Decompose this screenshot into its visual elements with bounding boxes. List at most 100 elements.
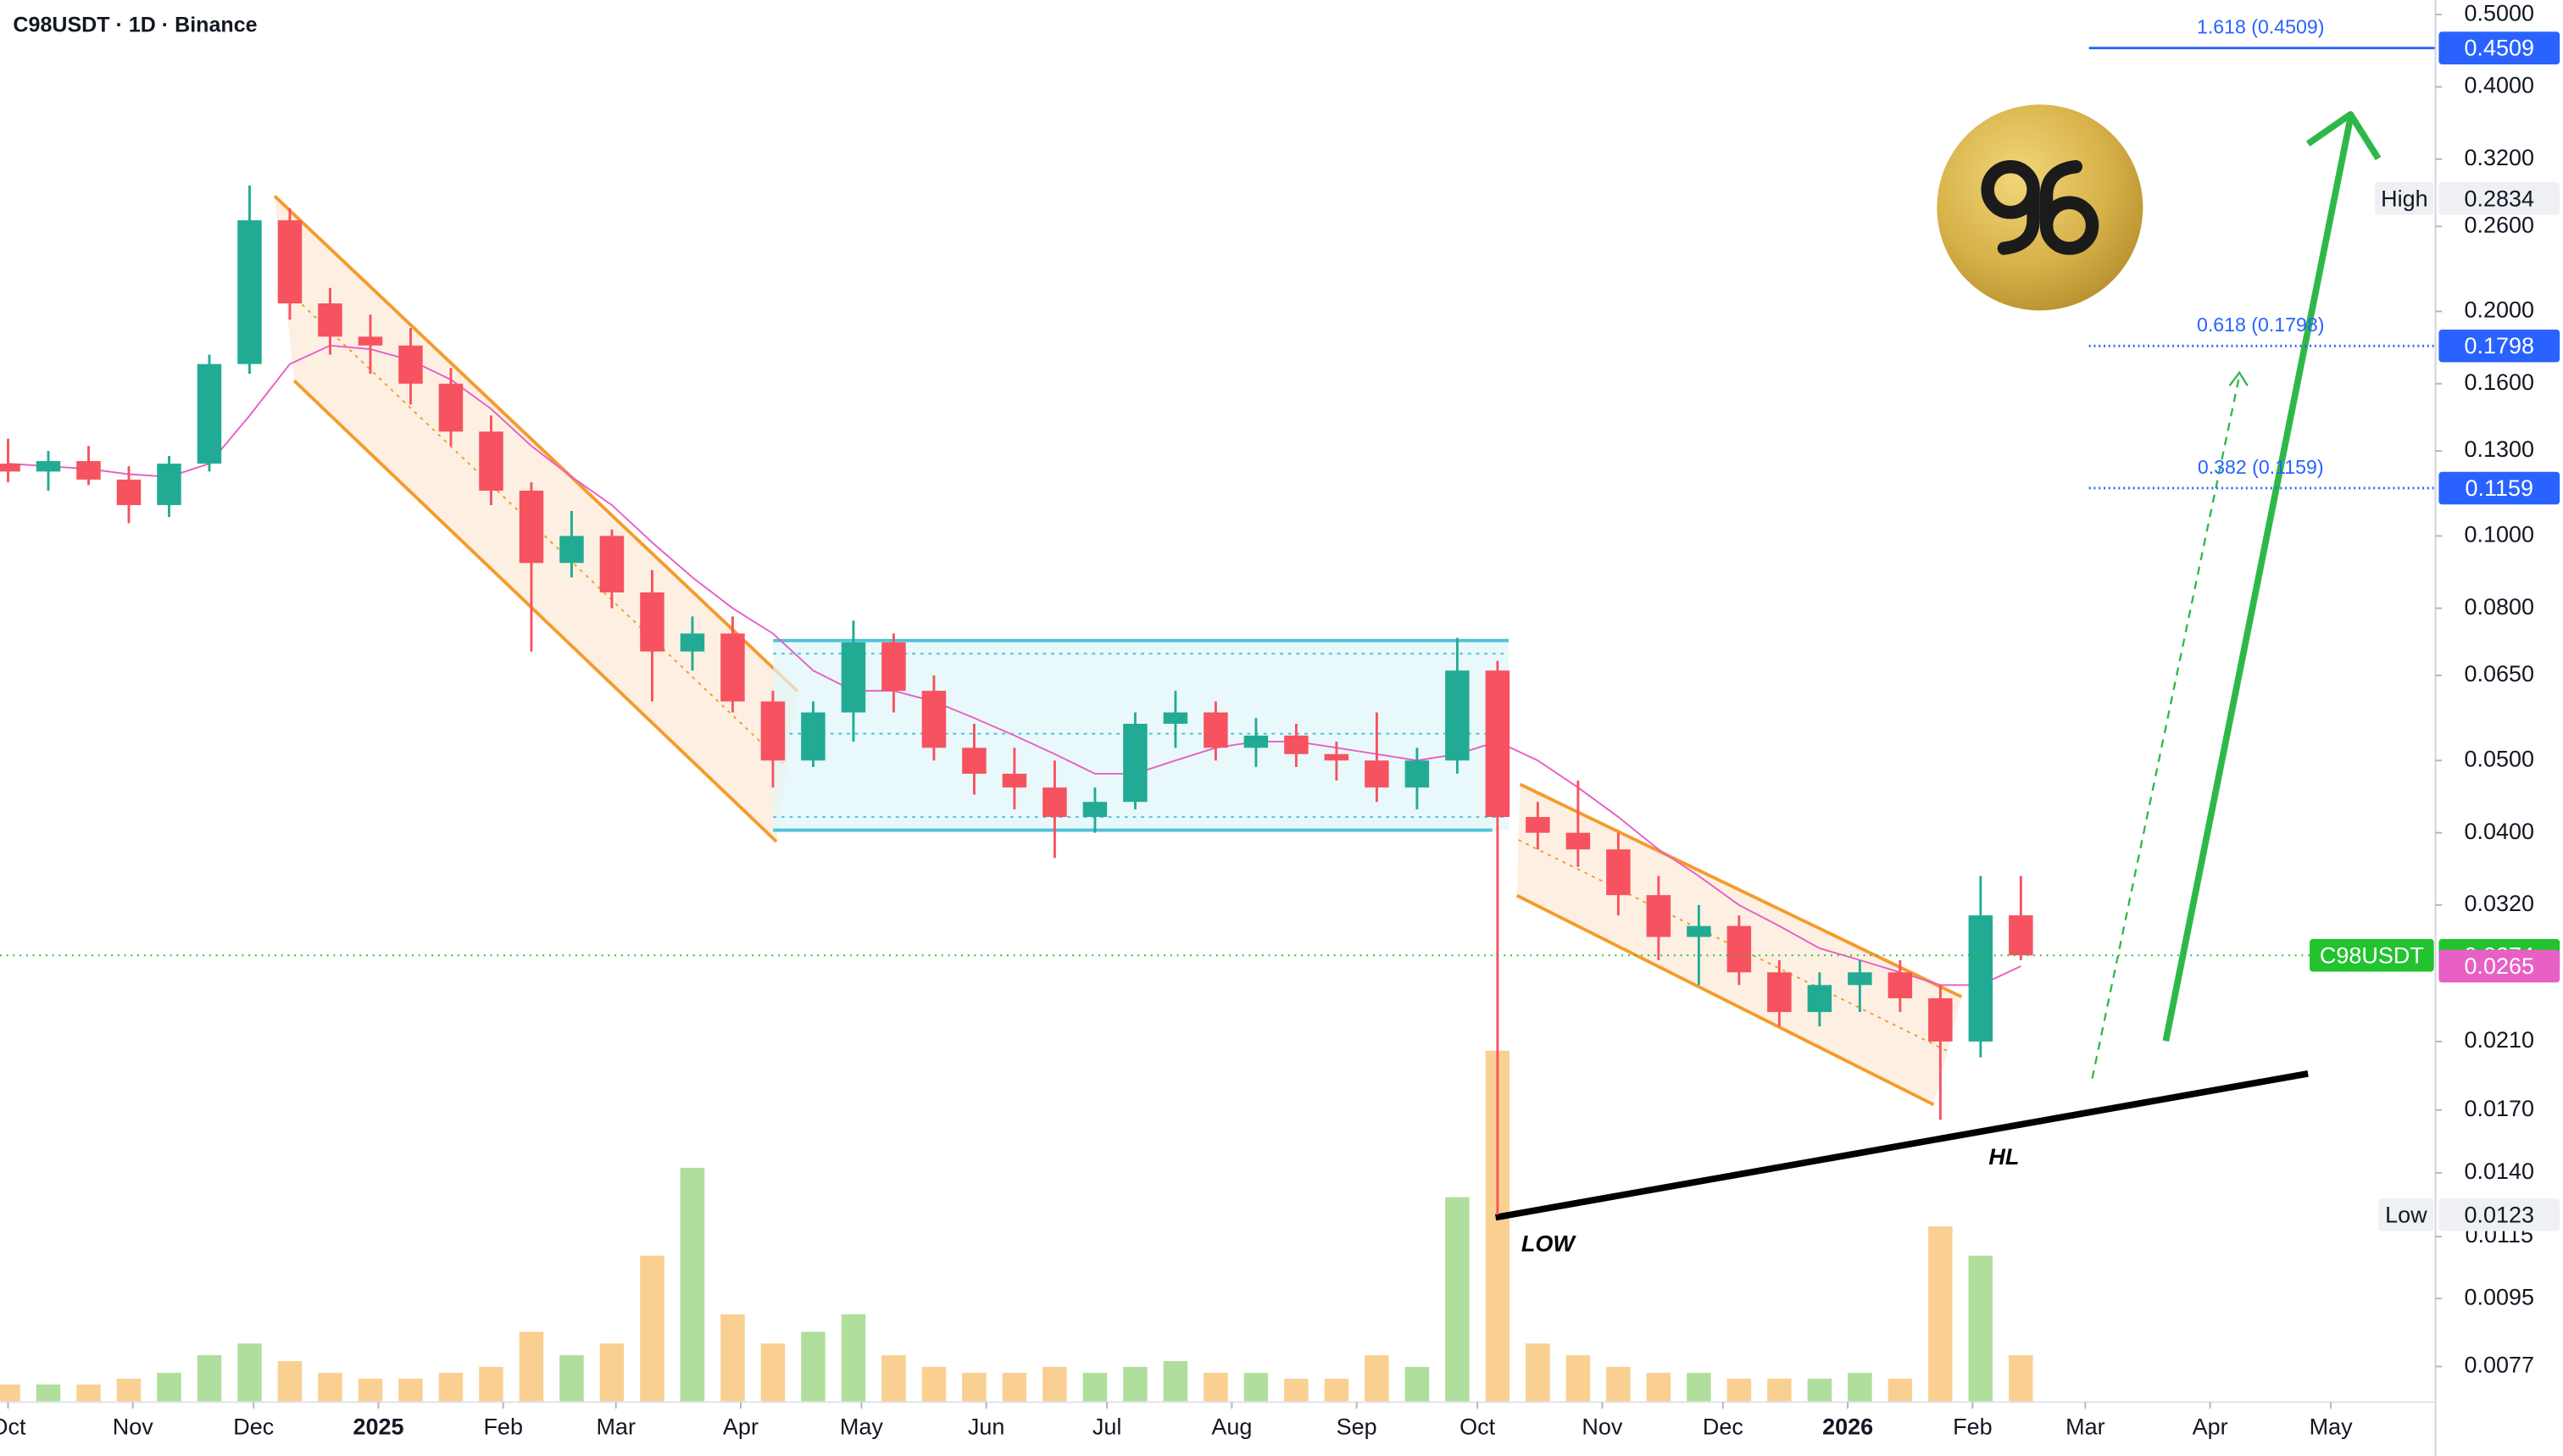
x-tick-label: Mar [596,1414,635,1439]
symbol-label-box [2310,938,2434,972]
candle-body [559,536,584,564]
candle-body [358,336,383,346]
high-value-label-box [2438,181,2560,215]
ma-value-label-box [2438,949,2560,983]
y-tick-label: 0.3200 [2465,145,2535,170]
candle-body [1848,972,1872,986]
volume-bar [1968,1255,1993,1403]
fib-label: 0.618 (0.1798) [2197,314,2324,336]
volume-bar [479,1366,503,1403]
volume-bar [1163,1361,1188,1403]
volume-layer [0,1050,2033,1403]
x-tick-label: Feb [483,1414,523,1439]
y-tick-label: 0.0400 [2465,819,2535,844]
high-label: High [2381,186,2428,211]
candle-body [1284,735,1309,754]
x-tick-label: Jun [968,1414,1005,1439]
x-tick-label: Mar [2065,1414,2104,1439]
candle-body [1445,670,1470,761]
candle-body [318,303,342,337]
channel-mid [283,286,787,768]
volume-bar [760,1343,786,1403]
volume-bar [1204,1372,1228,1403]
fib-value-label: 0.1798 [2465,333,2535,358]
volume-bar [841,1314,866,1403]
volume-bar [1123,1366,1148,1403]
channel-line [1515,893,1935,1107]
volume-bar [1687,1372,1711,1403]
y-tick-label: 0.0095 [2465,1284,2535,1309]
fib-value-label-box [2438,471,2560,505]
candle-body [197,364,222,464]
y-tick-label: 0.0800 [2465,594,2535,620]
candle-body [760,701,786,761]
x-tick-label: Nov [113,1414,153,1439]
candle-body [1968,915,1993,1042]
candle-body [801,712,826,761]
volume-bar [640,1255,664,1403]
candle-body [519,490,544,564]
candle-body [962,747,987,774]
volume-bar [1243,1372,1269,1403]
volume-bar [1002,1372,1027,1403]
volume-bar [277,1361,303,1403]
annotation: LOW [1521,1231,1576,1256]
x-tick-label: Apr [723,1414,759,1439]
candle-body [1324,753,1349,761]
x-tick-label: Feb [1953,1414,1993,1439]
moving-average [8,344,2021,986]
volume-bar [1848,1372,1872,1403]
candle-body [116,479,142,505]
projection-dashed [2091,375,2241,1079]
x-tick-label: Apr [2193,1414,2228,1439]
candle-body [881,642,906,692]
volume-bar [116,1378,142,1403]
y-tick-label: 0.1000 [2465,522,2535,547]
volume-bar [1807,1378,1832,1403]
candle-body [1002,773,1027,788]
volume-bar [519,1331,544,1403]
projection-head [2305,111,2382,161]
volume-bar [962,1372,987,1403]
candle-body [1204,712,1228,748]
candle-body [1526,816,1550,833]
volume-bar [1565,1355,1591,1403]
volume-bar [1284,1378,1309,1403]
volume-bar [1324,1378,1349,1403]
y-tick-label: 0.0650 [2465,661,2535,686]
volume-bar [1606,1366,1631,1403]
candle-body [599,536,625,593]
x-tick-label: 2025 [353,1414,403,1439]
volume-bar [358,1378,383,1403]
candle-body [1082,802,1108,817]
volume-bar [921,1366,947,1403]
volume-bar [1646,1372,1671,1403]
y-tick-label: 0.0500 [2465,746,2535,771]
candle-body [1123,724,1148,803]
fib-value-label-box [2438,329,2560,363]
volume-bar [1042,1366,1067,1403]
low-value-label-box [2438,1198,2560,1231]
high-label-box [2375,181,2434,215]
y-tick-label: 0.0210 [2465,1027,2535,1053]
volume-bar [1888,1378,1913,1403]
channel-line [292,379,778,843]
candle-body [1606,849,1631,896]
y-tick-label: 0.1300 [2465,436,2535,462]
trendline [1494,1070,2309,1221]
x-tick-label: Jul [1092,1414,1122,1439]
fib-value-label-box [2438,31,2560,64]
projection-head [2228,370,2249,386]
y-tick-label: 0.4000 [2465,73,2535,98]
volume-bar [237,1343,262,1403]
x-tick-label: May [840,1414,883,1439]
fib-label: 0.382 (0.1159) [2198,456,2324,478]
candle-body [1365,760,1389,788]
volume-bar [1365,1355,1389,1403]
x-tick-label: 2026 [1822,1414,1873,1439]
low-value-label: 0.0123 [2465,1202,2535,1227]
volume-bar [720,1314,745,1403]
volume-bar [36,1384,61,1403]
candle-body [1767,972,1792,1013]
